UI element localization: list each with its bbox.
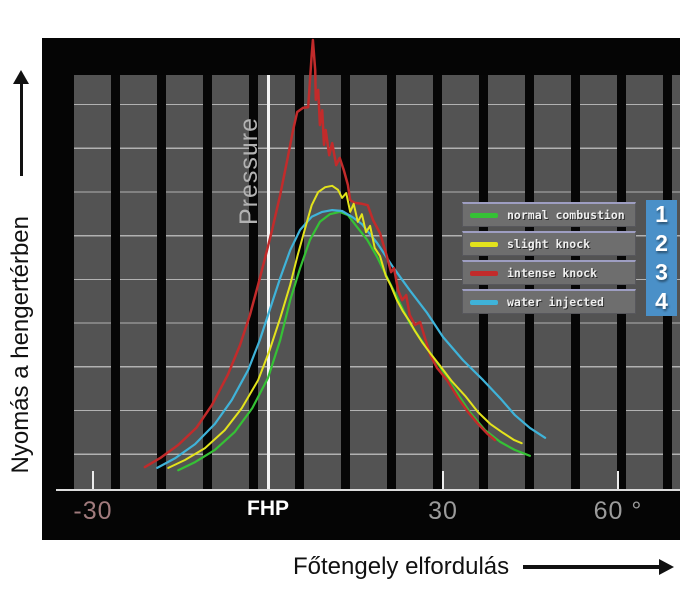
x-tick-mark-30 xyxy=(441,471,444,489)
legend-color-sample-icon xyxy=(470,299,498,305)
x-tick-label-minus30: -30 xyxy=(73,497,113,525)
pressure-inner-label-text: Pressure xyxy=(234,116,263,226)
up-arrow-head xyxy=(13,70,29,84)
x-axis-line xyxy=(56,489,680,491)
legend-row: water injected 4 xyxy=(462,287,677,316)
up-arrow-icon xyxy=(13,70,29,176)
right-arrow-icon xyxy=(523,559,675,575)
legend-label: slight knock xyxy=(507,237,591,251)
right-arrow-shaft xyxy=(523,565,660,569)
right-arrow-head xyxy=(659,559,675,575)
x-axis-label: Főtengely elfordulás xyxy=(293,553,510,580)
legend-number-badge: 4 xyxy=(646,287,677,316)
legend-box: slight knock xyxy=(462,231,636,256)
legend-label: water injected xyxy=(507,295,604,309)
up-arrow-shaft xyxy=(19,84,23,176)
y-axis-label: Nyomás a hengertérben xyxy=(7,216,34,474)
legend-label: intense knock xyxy=(507,266,598,280)
fhp-vertical-line xyxy=(267,75,270,490)
legend-row: normal combustion 1 xyxy=(462,200,677,229)
legend-label: normal combustion xyxy=(507,208,625,222)
legend-number-badge: 1 xyxy=(646,200,677,229)
legend-row: intense knock 3 xyxy=(462,258,677,287)
y-axis-label-block: Nyomás a hengertérben xyxy=(0,38,42,540)
x-axis-label-block: Főtengely elfordulás xyxy=(293,553,675,581)
x-tick-mark-minus30 xyxy=(92,471,94,489)
legend-color-sample-icon xyxy=(470,241,498,247)
chart-frame: Pressure -30 FHP 30 60 ° normal combusti… xyxy=(42,38,680,540)
x-tick-mark-60 xyxy=(616,471,619,489)
legend-color-sample-icon xyxy=(470,270,498,276)
legend-box: water injected xyxy=(462,289,636,314)
pressure-inner-label: Pressure xyxy=(232,104,266,238)
legend-box: intense knock xyxy=(462,260,636,285)
legend: normal combustion 1 slight knock 2 inten… xyxy=(462,200,677,318)
legend-row: slight knock 2 xyxy=(462,229,677,258)
legend-number-badge: 2 xyxy=(646,229,677,258)
x-tick-label-fhp: FHP xyxy=(247,497,289,520)
x-tick-label-60: 60 ° xyxy=(593,497,643,525)
x-tick-label-30: 30 xyxy=(428,497,458,525)
legend-box: normal combustion xyxy=(462,202,636,227)
legend-color-sample-icon xyxy=(470,212,498,218)
legend-number-badge: 3 xyxy=(646,258,677,287)
